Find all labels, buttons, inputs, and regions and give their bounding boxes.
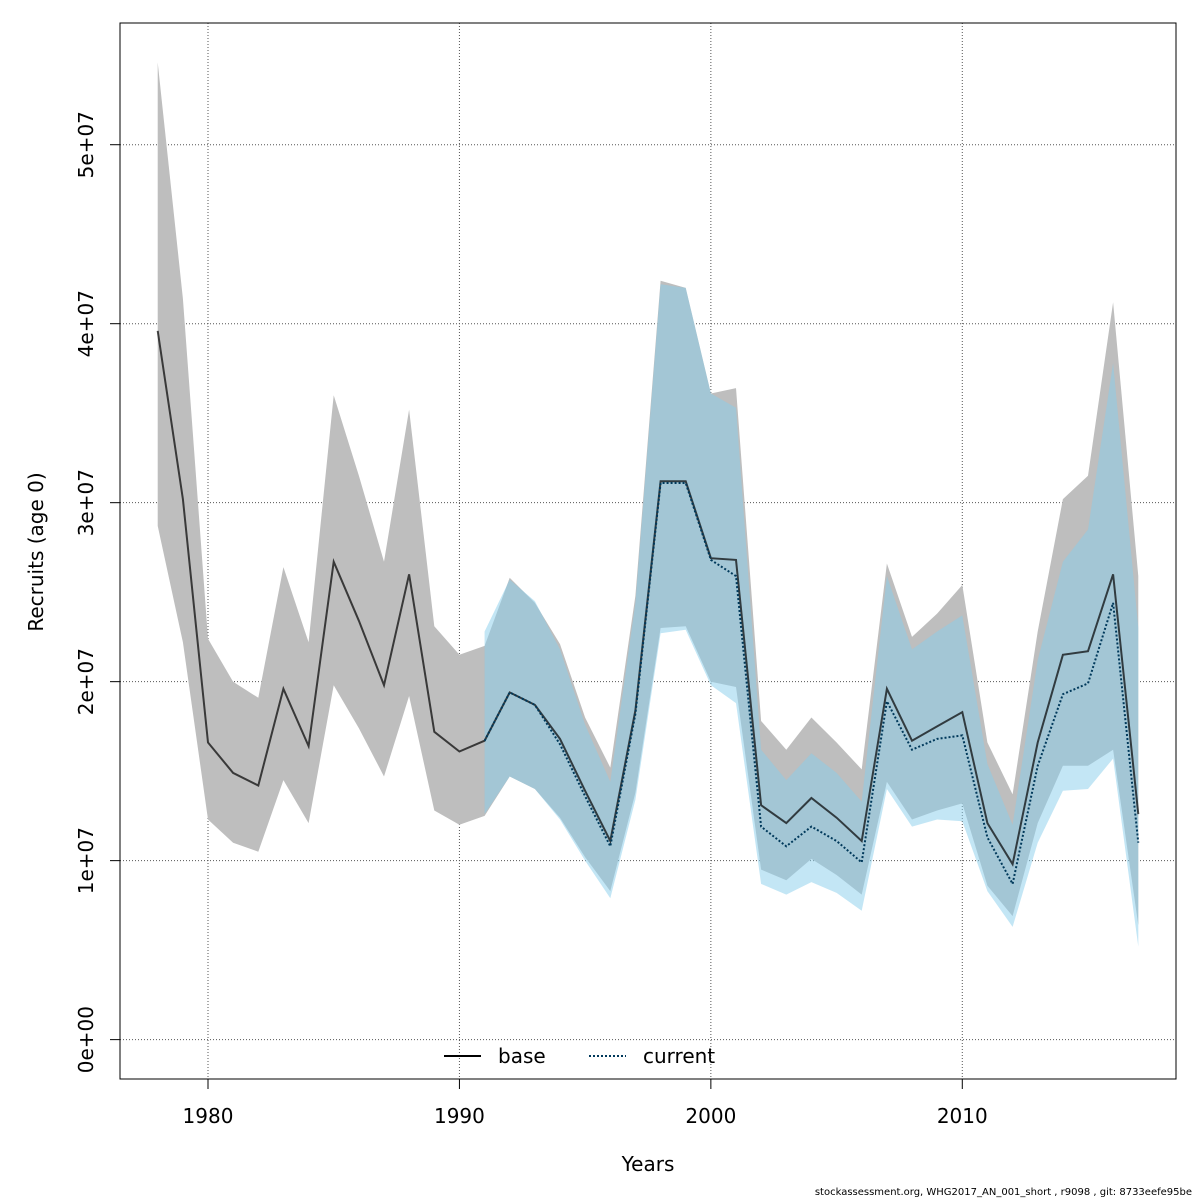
series-lines [156,330,1140,887]
y-tick-label: 0e+00 [74,1006,98,1073]
y-tick-label: 2e+07 [74,648,98,715]
current-line [483,482,1140,887]
footer-note: stockassessment.org, WHG2017_AN_001_shor… [814,1187,1192,1198]
x-tick-label: 1980 [183,1104,234,1128]
y-tick-label: 3e+07 [74,469,98,536]
y-axis-title: Recruits (age 0) [24,472,48,631]
axes: 1980 1990 2000 2010 0e+00 1e+07 2e+07 3e+07 4e+0… [74,111,988,1128]
legend: base current [444,1044,715,1068]
x-axis-title: Years [621,1152,675,1176]
x-tick-label: 2000 [685,1104,736,1128]
legend-label-base: base [498,1044,546,1068]
x-tick-label: 2010 [937,1104,988,1128]
plot-frame [119,22,1177,1080]
confidence-bands [157,62,1139,947]
y-tick-label: 1e+07 [74,827,98,894]
legend-label-current: current [643,1044,715,1068]
y-tick-label: 5e+07 [74,111,98,178]
y-tick-label: 4e+07 [74,290,98,357]
current-confidence-band [484,284,1139,947]
x-tick-label: 1990 [434,1104,485,1128]
